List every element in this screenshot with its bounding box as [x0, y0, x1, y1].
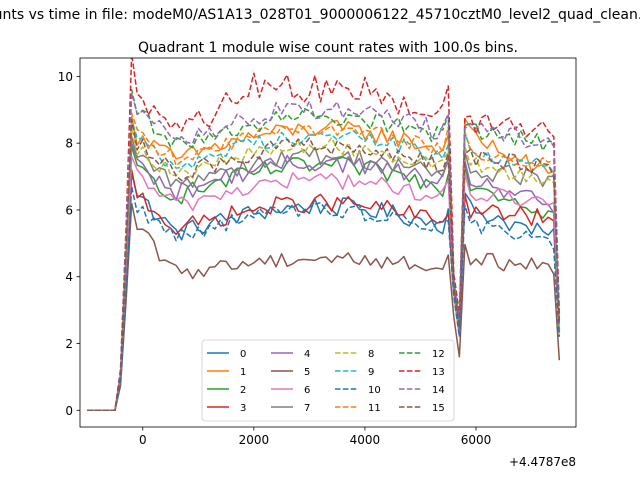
legend-label-10: 10: [368, 385, 381, 396]
series-line-7: [87, 135, 561, 412]
y-axis: 0 2 4 6 8 10: [58, 70, 80, 418]
x-tick-label: 4000: [350, 433, 381, 447]
legend-label-7: 7: [304, 403, 310, 414]
series-line-3: [87, 169, 561, 412]
series-line-10: [87, 185, 561, 412]
y-tick-label: 10: [58, 70, 73, 84]
series-layer: [87, 58, 561, 412]
series-line-8: [87, 125, 561, 412]
legend-label-14: 14: [432, 385, 445, 396]
x-axis-offset-label: +4.4787e8: [509, 455, 576, 469]
y-tick-label: 4: [65, 270, 73, 284]
series-line-4: [87, 142, 561, 412]
series-line-6: [87, 155, 561, 412]
series-line-5: [87, 202, 561, 412]
y-tick-label: 6: [65, 203, 73, 217]
x-tick-label: 6000: [461, 433, 492, 447]
legend-label-1: 1: [240, 367, 246, 378]
legend-label-11: 11: [368, 403, 381, 414]
legend-label-13: 13: [432, 367, 445, 378]
series-line-11: [87, 112, 561, 412]
legend-label-9: 9: [368, 367, 374, 378]
series-line-12: [87, 88, 561, 412]
x-tick-label: 2000: [239, 433, 270, 447]
legend-label-6: 6: [304, 385, 310, 396]
series-line-14: [87, 92, 561, 412]
y-tick-label: 0: [65, 404, 73, 418]
y-tick-label: 8: [65, 137, 73, 151]
series-line-13: [87, 58, 561, 412]
x-axis: 0 2000 4000 6000: [139, 427, 491, 447]
plot-frame: [79, 57, 577, 428]
series-line-1: [87, 115, 561, 412]
legend-label-15: 15: [432, 403, 445, 414]
series-line-15: [87, 119, 561, 412]
figure-suptitle: Counts vs time in file: modeM0/AS1A13_02…: [0, 7, 640, 23]
y-tick-label: 2: [65, 337, 73, 351]
legend-frame: [201, 339, 455, 422]
legend-label-0: 0: [240, 349, 246, 360]
legend-label-5: 5: [304, 367, 310, 378]
legend-label-8: 8: [368, 349, 374, 360]
legend-label-2: 2: [240, 385, 246, 396]
legend-label-4: 4: [304, 349, 310, 360]
legend-label-3: 3: [240, 403, 246, 414]
chart-title: Quadrant 1 module wise count rates with …: [138, 40, 518, 56]
x-tick-label: 0: [139, 433, 147, 447]
legend-label-12: 12: [432, 349, 445, 360]
